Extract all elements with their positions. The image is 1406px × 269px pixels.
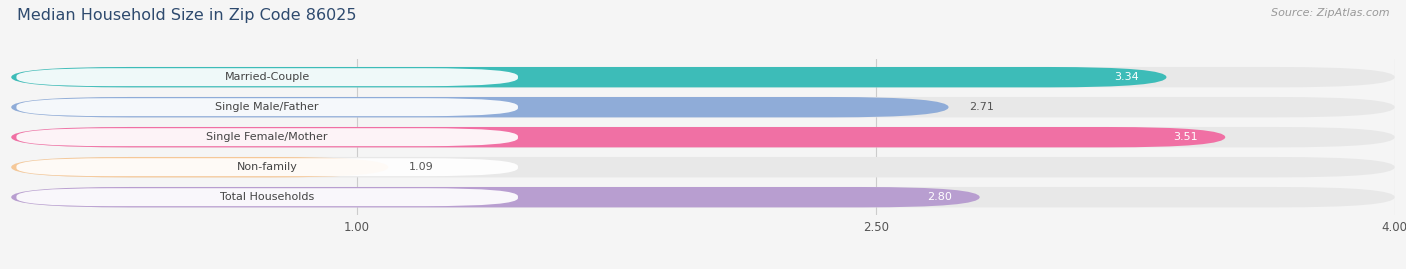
Text: 3.34: 3.34 — [1114, 72, 1139, 82]
FancyBboxPatch shape — [17, 68, 517, 86]
FancyBboxPatch shape — [11, 67, 1167, 87]
Text: Total Households: Total Households — [221, 192, 315, 202]
FancyBboxPatch shape — [17, 128, 517, 146]
FancyBboxPatch shape — [11, 97, 949, 117]
Text: 1.09: 1.09 — [409, 162, 434, 172]
FancyBboxPatch shape — [11, 187, 980, 207]
FancyBboxPatch shape — [11, 67, 1395, 87]
FancyBboxPatch shape — [11, 187, 1395, 207]
FancyBboxPatch shape — [11, 157, 388, 177]
Text: Single Male/Father: Single Male/Father — [215, 102, 319, 112]
FancyBboxPatch shape — [17, 158, 517, 176]
FancyBboxPatch shape — [11, 157, 1395, 177]
FancyBboxPatch shape — [17, 188, 517, 206]
Text: Single Female/Mother: Single Female/Mother — [207, 132, 328, 142]
Text: Source: ZipAtlas.com: Source: ZipAtlas.com — [1271, 8, 1389, 18]
Text: Non-family: Non-family — [236, 162, 298, 172]
FancyBboxPatch shape — [11, 127, 1225, 147]
Text: 3.51: 3.51 — [1173, 132, 1198, 142]
Text: Median Household Size in Zip Code 86025: Median Household Size in Zip Code 86025 — [17, 8, 356, 23]
Text: 2.71: 2.71 — [969, 102, 994, 112]
Text: 2.80: 2.80 — [927, 192, 952, 202]
FancyBboxPatch shape — [17, 98, 517, 116]
Text: Married-Couple: Married-Couple — [225, 72, 309, 82]
FancyBboxPatch shape — [11, 97, 1395, 117]
FancyBboxPatch shape — [11, 127, 1395, 147]
